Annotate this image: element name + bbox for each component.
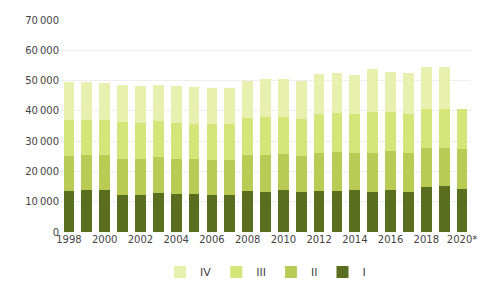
svg-text:2008: 2008 (235, 234, 260, 245)
svg-text:2006: 2006 (199, 234, 224, 245)
svg-text:2002: 2002 (128, 234, 153, 245)
svg-text:II: II (311, 266, 318, 279)
svg-text:2016: 2016 (378, 234, 403, 245)
svg-text:30 000: 30 000 (25, 136, 59, 147)
svg-text:IV: IV (200, 266, 211, 279)
svg-text:10 000: 10 000 (25, 196, 59, 207)
svg-text:70 000: 70 000 (25, 15, 59, 26)
svg-text:40 000: 40 000 (25, 105, 59, 116)
svg-text:2018: 2018 (414, 234, 439, 245)
svg-text:III: III (256, 266, 266, 279)
svg-text:2004: 2004 (163, 234, 188, 245)
svg-text:2014: 2014 (342, 234, 367, 245)
svg-text:2010: 2010 (271, 234, 296, 245)
svg-text:0: 0 (53, 227, 59, 238)
svg-text:20 000: 20 000 (25, 166, 59, 177)
svg-text:2000: 2000 (92, 234, 117, 245)
svg-text:2012: 2012 (306, 234, 331, 245)
svg-text:50 000: 50 000 (25, 75, 59, 86)
svg-text:60 000: 60 000 (25, 45, 59, 56)
svg-text:I: I (362, 266, 365, 279)
svg-text:2020*: 2020* (447, 234, 477, 245)
svg-text:1998: 1998 (56, 234, 81, 245)
